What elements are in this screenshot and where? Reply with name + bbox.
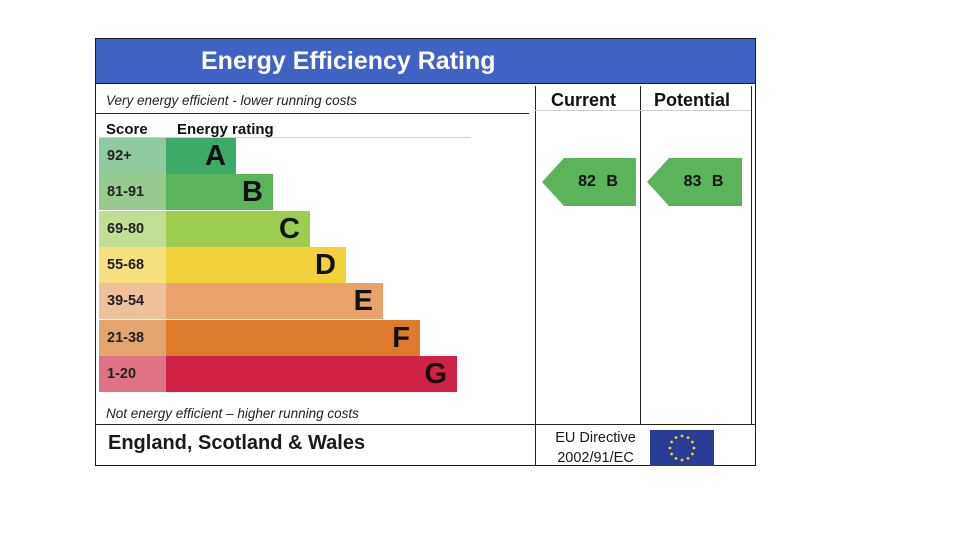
band-range: 81-91 <box>99 174 166 210</box>
chart-title: Energy Efficiency Rating <box>201 47 496 75</box>
band-row-a: 92+ A <box>99 138 236 174</box>
eu-star <box>690 452 694 456</box>
energy-rating-chart: Energy Efficiency Rating Very energy eff… <box>95 38 756 466</box>
eu-star <box>670 452 674 456</box>
band-letter: B <box>242 176 263 208</box>
footer-eu-divider <box>535 424 536 466</box>
band-letter: F <box>392 322 410 354</box>
column-header-divider <box>535 110 751 111</box>
top-caption: Very energy efficient - lower running co… <box>106 93 357 108</box>
current-rating-label: 82 B <box>578 173 618 190</box>
band-letter: A <box>205 140 226 172</box>
band-range: 92+ <box>99 138 166 174</box>
caption-divider <box>96 113 529 114</box>
current-rating-arrow: 82 B <box>542 158 636 206</box>
band-bar: D <box>166 247 346 283</box>
eu-star <box>686 436 690 440</box>
eu-directive-text: EU Directive 2002/91/EC <box>548 428 643 468</box>
band-bar: F <box>166 320 420 356</box>
band-bar: G <box>166 356 457 392</box>
rating-column-header: Energy rating <box>177 121 274 138</box>
band-letter: E <box>353 285 373 317</box>
band-row-e: 39-54 E <box>99 283 383 319</box>
band-range: 39-54 <box>99 283 166 319</box>
eu-star <box>674 436 678 440</box>
eu-star <box>674 456 678 460</box>
band-range: 21-38 <box>99 320 166 356</box>
band-range: 55-68 <box>99 247 166 283</box>
eu-directive-line2: 2002/91/EC <box>557 450 634 466</box>
current-arrow-shape <box>542 158 636 206</box>
band-letter: G <box>424 358 447 390</box>
score-column-header: Score <box>106 121 148 138</box>
eu-star <box>668 446 672 450</box>
band-letter: D <box>315 249 336 281</box>
footer-divider <box>96 424 755 425</box>
right-inner-border <box>751 86 752 424</box>
potential-column-divider <box>640 86 641 424</box>
footer-region-label: England, Scotland & Wales <box>108 432 366 454</box>
band-row-g: 1-20 G <box>99 356 457 392</box>
header-divider <box>96 83 755 84</box>
band-bar: C <box>166 211 310 247</box>
band-range: 69-80 <box>99 211 166 247</box>
eu-stars-icon <box>668 434 696 462</box>
band-bar: B <box>166 174 273 210</box>
potential-rating-label: 83 B <box>683 173 724 190</box>
eu-star <box>686 456 690 460</box>
current-column-divider <box>535 86 536 424</box>
current-column-header: Current <box>551 90 617 110</box>
potential-rating-arrow: 83 B <box>647 158 742 206</box>
band-row-f: 21-38 F <box>99 320 420 356</box>
eu-directive-line1: EU Directive <box>555 430 636 446</box>
band-range: 1-20 <box>99 356 166 392</box>
band-bar: E <box>166 283 383 319</box>
eu-flag-icon <box>650 430 714 466</box>
band-row-c: 69-80 C <box>99 211 310 247</box>
chart-header: Energy Efficiency Rating <box>96 39 755 83</box>
eu-star <box>680 458 684 462</box>
band-bar: A <box>166 138 236 174</box>
eu-star <box>692 446 696 450</box>
potential-column-header: Potential <box>654 90 731 110</box>
eu-star <box>690 440 694 444</box>
potential-arrow-shape <box>647 158 742 206</box>
eu-star <box>680 434 684 438</box>
bottom-caption: Not energy efficient – higher running co… <box>106 406 359 421</box>
band-row-d: 55-68 D <box>99 247 346 283</box>
table-header-underline <box>99 137 471 138</box>
eu-star <box>670 440 674 444</box>
band-letter: C <box>279 213 300 245</box>
band-row-b: 81-91 B <box>99 174 273 210</box>
